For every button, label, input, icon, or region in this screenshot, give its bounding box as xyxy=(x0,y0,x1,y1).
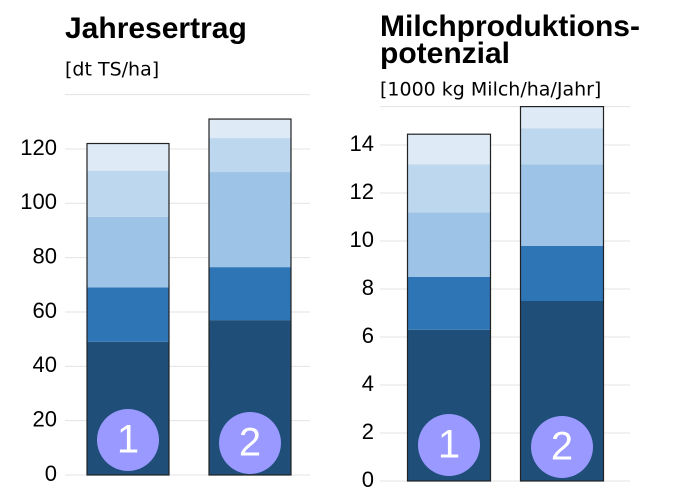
y-tick-label: 10 xyxy=(350,227,374,252)
category-badge xyxy=(219,412,281,474)
bar-segment xyxy=(209,267,291,321)
bar-outline xyxy=(208,118,292,476)
bar-segment xyxy=(520,245,604,301)
chart-title: potenzial xyxy=(380,37,510,70)
y-tick-label: 14 xyxy=(350,131,374,156)
y-tick-label: 120 xyxy=(20,135,57,160)
bar-segment xyxy=(407,277,491,330)
bar-segment xyxy=(209,119,291,139)
bar-segment xyxy=(87,216,169,288)
x-tick-label: 2 xyxy=(551,425,573,469)
x-tick-label: 1 xyxy=(117,418,139,462)
bar-segment xyxy=(520,164,604,246)
bar-outline xyxy=(406,133,492,482)
y-tick-label: 80 xyxy=(33,243,57,268)
bar-segment xyxy=(407,134,491,165)
y-tick-label: 20 xyxy=(33,406,57,431)
chart-subtitle: [dt TS/ha] xyxy=(65,59,159,81)
category-badge xyxy=(418,414,480,476)
bar-segment xyxy=(87,143,169,171)
y-tick-label: 0 xyxy=(362,467,374,491)
category-badge xyxy=(97,409,159,471)
bar-segment xyxy=(209,172,291,268)
chart-title: Jahresertrag xyxy=(65,12,247,45)
bar-outline xyxy=(86,142,170,476)
y-tick-label: 100 xyxy=(20,189,57,214)
bar-segment xyxy=(520,106,604,129)
chart-subtitle: [1000 kg Milch/ha/Jahr] xyxy=(380,79,601,101)
bar-segment xyxy=(520,128,604,165)
y-tick-label: 12 xyxy=(350,179,374,204)
y-tick-label: 60 xyxy=(33,298,57,323)
y-tick-label: 4 xyxy=(362,371,374,396)
y-tick-label: 40 xyxy=(33,352,57,377)
bar-segment xyxy=(87,287,169,342)
bar-outline xyxy=(519,105,605,482)
chart-title: Milchproduktions- xyxy=(380,10,640,43)
y-tick-label: 2 xyxy=(362,419,374,444)
bar-segment xyxy=(407,212,491,277)
bar-segment xyxy=(87,170,169,217)
category-badge xyxy=(531,416,593,478)
y-tick-label: 6 xyxy=(362,323,374,348)
x-tick-label: 1 xyxy=(438,423,460,467)
bar-segment xyxy=(407,164,491,213)
y-tick-label: 0 xyxy=(45,461,57,486)
x-tick-label: 2 xyxy=(239,421,261,465)
y-tick-label: 8 xyxy=(362,275,374,300)
bar-segment xyxy=(209,138,291,173)
